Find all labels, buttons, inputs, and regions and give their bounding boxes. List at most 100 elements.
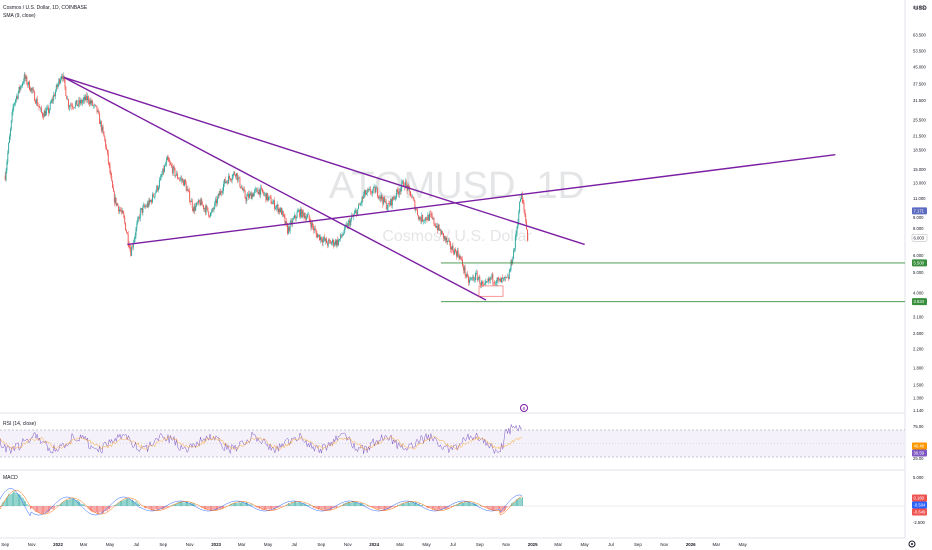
candle-body <box>497 277 499 280</box>
candle-body <box>308 214 310 220</box>
macd-histogram-bar <box>375 506 377 509</box>
time-tick-label: Nov <box>660 542 669 547</box>
macd-histogram-bar <box>6 497 7 506</box>
macd-histogram-bar <box>518 498 520 506</box>
macd-histogram-bar <box>247 503 248 506</box>
macd-histogram-bar <box>150 506 151 509</box>
candle-body <box>33 89 35 92</box>
event-marker-icon[interactable] <box>520 404 528 412</box>
candle-body <box>453 251 455 255</box>
candle-body <box>163 168 165 172</box>
macd-histogram-bar <box>24 500 25 506</box>
price-label-tag <box>911 234 928 242</box>
macd-histogram-bar <box>168 506 169 507</box>
candle-body <box>218 193 220 196</box>
price-tick-label: 1.500 <box>913 382 924 387</box>
candle-body <box>16 96 17 100</box>
candle-body <box>374 186 376 193</box>
candle-body <box>102 126 104 132</box>
candle-body <box>304 216 306 218</box>
macd-histogram-bar <box>255 506 257 508</box>
candle-body <box>404 181 406 188</box>
candle-body <box>519 201 521 214</box>
trendline[interactable] <box>63 76 585 246</box>
candle-body <box>518 213 520 223</box>
macd-histogram-bar <box>466 501 468 506</box>
candle-body <box>54 91 56 97</box>
candle-body <box>341 235 343 237</box>
macd-histogram-bar <box>320 506 322 510</box>
time-axis[interactable]: Sep Nov 2022 Mar May Jul Sep Nov 2023 Mar May Jul Se… <box>1 542 747 547</box>
macd-histogram-bar <box>428 506 430 509</box>
candle-body <box>101 126 103 131</box>
candle-body <box>28 81 30 90</box>
macd-histogram-bar <box>367 505 368 506</box>
candle-body <box>113 191 115 203</box>
macd-histogram-bar <box>13 491 14 506</box>
candle-body <box>279 208 281 213</box>
candle-body <box>117 203 119 206</box>
macd-histogram-bar <box>258 506 259 508</box>
candle-body <box>185 183 187 191</box>
macd-histogram-bar <box>219 506 221 510</box>
candle-body <box>440 229 442 235</box>
macd-histogram-bar <box>210 506 211 511</box>
candle-body <box>471 277 473 279</box>
candle-body <box>417 209 418 216</box>
macd-histogram-bar <box>436 506 438 511</box>
candle-body <box>59 79 61 84</box>
candle-body <box>506 277 508 278</box>
candle-body <box>225 181 227 183</box>
macd-histogram-bar <box>394 506 396 507</box>
price-axis[interactable]: 85.000 63.500 53.500 45.000 37.500 31.500 25.5… <box>913 5 926 525</box>
macd-histogram-bar <box>68 499 70 506</box>
candle-body <box>227 181 229 184</box>
candle-body <box>125 222 127 231</box>
candle-body <box>152 194 154 197</box>
macd-histogram-bar <box>300 502 301 506</box>
macd-histogram-bar <box>154 506 156 510</box>
time-tick-label: Jul <box>450 542 456 547</box>
candle-body <box>282 211 284 215</box>
candle-body <box>158 187 159 191</box>
macd-histogram-bar <box>51 506 53 510</box>
candle-body <box>22 81 24 84</box>
macd-histogram-bar <box>116 504 118 506</box>
settings-icon[interactable] <box>908 540 916 548</box>
macd-histogram-bar <box>374 506 376 509</box>
macd-histogram-bar <box>93 506 95 513</box>
macd-histogram-bar <box>157 506 158 511</box>
rsi-pane: 46.48 36.59 <box>0 424 927 458</box>
trendline[interactable] <box>63 76 487 301</box>
price-tick-label: 1.800 <box>913 365 924 370</box>
macd-histogram-bar <box>48 506 49 513</box>
macd-histogram-bar <box>432 506 433 510</box>
candle-body <box>475 273 476 280</box>
range-box[interactable] <box>478 285 504 297</box>
candle-body <box>53 95 55 101</box>
macd-histogram-bar <box>344 503 346 506</box>
time-tick-label: 2024 <box>369 542 379 547</box>
drawing-tools[interactable] <box>63 76 905 303</box>
candle-body <box>419 216 421 220</box>
price-label-tag <box>912 298 927 306</box>
candle-body <box>181 178 183 181</box>
macd-histogram-bar <box>165 506 167 508</box>
macd-histogram-bar <box>231 503 233 506</box>
macd-histogram-bar <box>457 504 458 506</box>
candle-body <box>48 109 50 113</box>
time-tick-label: Nov <box>186 542 195 547</box>
candle-body <box>291 220 293 225</box>
candle-body <box>213 208 215 210</box>
candle-body <box>412 197 414 199</box>
candle-body <box>430 213 432 216</box>
candle-body <box>151 194 153 203</box>
candle-body <box>214 202 216 209</box>
macd-value-text: 0.160 <box>914 496 925 501</box>
time-tick-label: 2023 <box>211 542 221 547</box>
trendline[interactable] <box>127 154 836 246</box>
macd-histogram-bar <box>218 506 220 509</box>
macd-histogram-bar <box>470 503 472 506</box>
macd-histogram-bar <box>138 503 139 506</box>
